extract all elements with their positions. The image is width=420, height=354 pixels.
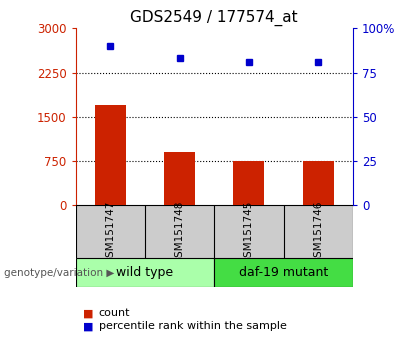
Bar [214,258,353,287]
Text: ■: ■ [83,321,94,331]
Text: GSM151746: GSM151746 [313,200,323,264]
Bar [233,161,265,205]
Text: wild type: wild type [116,266,173,279]
Text: daf-19 mutant: daf-19 mutant [239,266,328,279]
Text: count: count [99,308,130,318]
Text: GSM151747: GSM151747 [105,200,115,264]
Text: percentile rank within the sample: percentile rank within the sample [99,321,286,331]
Text: GSM151745: GSM151745 [244,200,254,264]
Text: GSM151748: GSM151748 [175,200,184,264]
Text: genotype/variation ▶: genotype/variation ▶ [4,268,115,278]
Bar [94,105,126,205]
Bar [76,258,214,287]
Title: GDS2549 / 177574_at: GDS2549 / 177574_at [130,9,298,25]
Bar [164,152,195,205]
Bar [302,161,334,205]
Text: ■: ■ [83,308,94,318]
